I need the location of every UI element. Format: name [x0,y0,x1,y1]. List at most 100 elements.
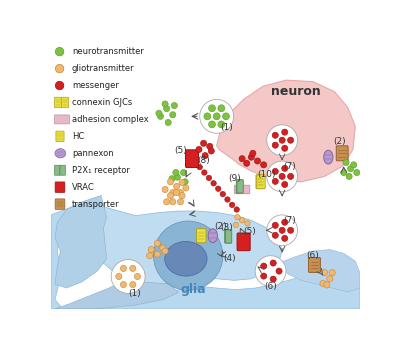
FancyBboxPatch shape [256,175,264,189]
Circle shape [182,179,188,185]
Circle shape [207,143,213,150]
Circle shape [196,146,202,153]
Text: (6): (6) [264,282,277,291]
Polygon shape [55,196,107,288]
Circle shape [200,99,234,133]
Circle shape [55,48,64,56]
Circle shape [147,253,153,259]
Circle shape [215,186,221,192]
Circle shape [255,256,286,287]
Circle shape [154,251,160,257]
Circle shape [164,199,170,205]
Text: neuron: neuron [271,85,321,98]
Circle shape [170,189,176,196]
Circle shape [272,142,278,148]
Text: gliotransmitter: gliotransmitter [72,64,135,73]
Circle shape [225,197,230,202]
Text: glia: glia [181,283,207,296]
Circle shape [204,113,211,120]
Circle shape [174,189,180,196]
Circle shape [130,265,136,271]
Circle shape [250,150,256,156]
Circle shape [261,263,267,269]
FancyBboxPatch shape [237,180,243,193]
Text: (9): (9) [228,174,241,183]
Circle shape [282,145,288,151]
Text: adhesion complex: adhesion complex [72,115,149,124]
Circle shape [282,181,288,187]
Circle shape [234,207,239,212]
Circle shape [276,268,282,274]
Circle shape [218,105,225,112]
Text: (7): (7) [284,162,296,171]
Circle shape [272,168,278,175]
Text: (6): (6) [306,251,319,260]
Circle shape [279,137,285,143]
FancyBboxPatch shape [60,165,65,175]
Circle shape [320,280,326,287]
Circle shape [180,169,186,176]
Ellipse shape [165,242,207,276]
FancyBboxPatch shape [235,185,250,194]
Circle shape [282,165,288,171]
FancyBboxPatch shape [55,115,69,124]
Circle shape [229,202,235,208]
Circle shape [239,218,245,223]
FancyBboxPatch shape [225,230,232,243]
Circle shape [154,221,223,290]
Text: messenger: messenger [72,81,119,90]
Circle shape [208,148,215,154]
Circle shape [213,113,220,120]
Circle shape [350,162,357,168]
FancyBboxPatch shape [308,257,320,272]
Circle shape [223,113,229,120]
Text: connexin GJCs: connexin GJCs [72,98,132,107]
Circle shape [171,102,177,109]
Text: pannexon: pannexon [72,149,113,158]
Circle shape [183,185,189,191]
Circle shape [261,162,267,168]
Circle shape [282,219,288,225]
Circle shape [134,273,140,280]
Circle shape [55,64,64,73]
FancyBboxPatch shape [237,233,250,251]
Circle shape [282,129,288,135]
Text: (3): (3) [220,223,233,232]
Circle shape [200,140,207,146]
Circle shape [197,164,203,170]
Circle shape [327,276,333,282]
Circle shape [157,113,164,119]
Text: transporter: transporter [72,200,119,209]
FancyBboxPatch shape [236,180,243,193]
Circle shape [267,215,298,246]
Circle shape [218,121,225,128]
Circle shape [116,273,122,280]
Circle shape [343,160,349,166]
Circle shape [272,178,278,185]
Circle shape [162,186,168,193]
FancyBboxPatch shape [61,97,69,108]
Text: (8): (8) [197,156,210,166]
Circle shape [130,281,136,288]
Circle shape [174,183,180,189]
Circle shape [173,169,179,176]
Circle shape [162,101,168,107]
Polygon shape [55,280,178,309]
Circle shape [329,270,335,276]
Text: (10): (10) [257,170,276,179]
Circle shape [179,193,185,199]
FancyBboxPatch shape [186,150,198,168]
Circle shape [169,176,175,182]
Circle shape [174,174,180,180]
Polygon shape [51,196,360,309]
Circle shape [162,248,168,254]
Polygon shape [90,207,282,284]
Circle shape [245,221,250,226]
Circle shape [272,132,278,138]
Circle shape [272,232,278,238]
Circle shape [272,222,278,228]
Circle shape [235,214,240,220]
Circle shape [348,166,354,172]
FancyBboxPatch shape [257,175,265,189]
Circle shape [248,154,254,160]
